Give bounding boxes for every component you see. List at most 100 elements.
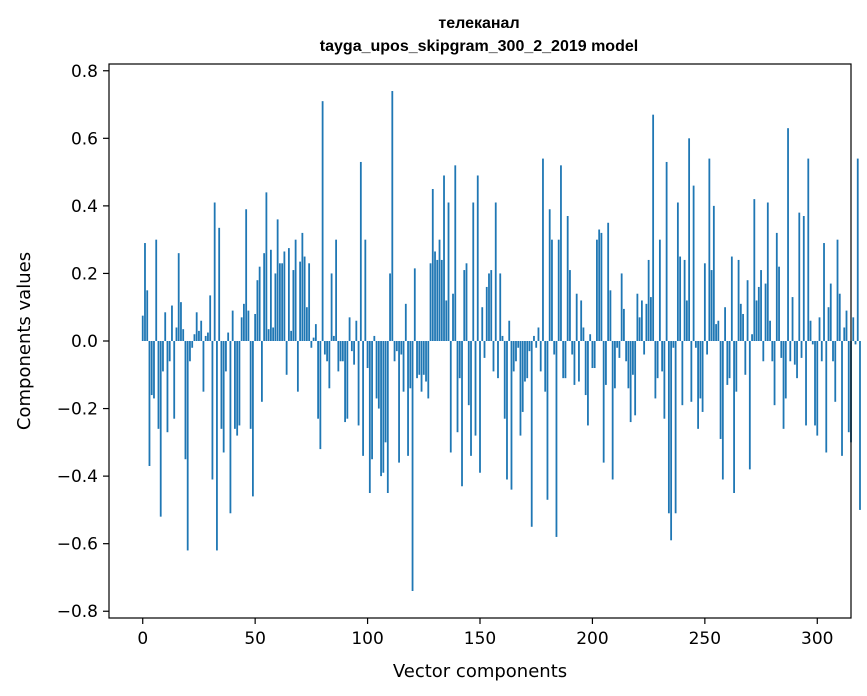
bar-230 [658, 239, 661, 341]
bar-67 [292, 270, 295, 341]
bar-38 [227, 332, 230, 341]
bar-139 [454, 165, 457, 341]
y-tick-label: 0.2 [71, 264, 98, 284]
bar-2 [146, 290, 149, 341]
bar-295 [805, 341, 807, 426]
bar-47 [247, 310, 250, 341]
bar-90 [344, 341, 346, 423]
bar-307 [832, 341, 834, 362]
bar-305 [827, 307, 830, 341]
bar-290 [793, 341, 796, 365]
bar-279 [769, 320, 771, 341]
bar-168 [519, 341, 522, 436]
bar-66 [290, 330, 293, 341]
bar-131 [436, 259, 439, 341]
bar-21 [189, 341, 191, 362]
bar-26 [200, 320, 203, 341]
bar-267 [742, 313, 744, 341]
bar-103 [373, 335, 376, 341]
bar-117 [404, 303, 407, 341]
bar-191 [571, 341, 574, 355]
bar-242 [685, 300, 688, 341]
bar-170 [524, 341, 526, 382]
bar-107 [382, 341, 385, 473]
bar-275 [760, 270, 762, 341]
bar-182 [551, 239, 553, 341]
bar-50 [254, 313, 257, 341]
bar-96 [357, 341, 360, 426]
bar-262 [730, 256, 733, 341]
bar-53 [261, 341, 263, 402]
chart-title: телеканал [438, 15, 519, 32]
bar-39 [229, 341, 232, 514]
y-axis-label: Components values [14, 252, 35, 430]
bar-202 [596, 239, 598, 341]
bar-59 [274, 273, 277, 341]
bar-163 [508, 320, 511, 341]
bar-259 [724, 307, 726, 341]
bar-253 [710, 270, 713, 341]
bar-99 [364, 239, 367, 341]
bar-61 [278, 263, 281, 341]
bar-127 [427, 341, 430, 399]
bar-162 [506, 341, 508, 480]
bar-299 [814, 341, 816, 426]
bar-278 [766, 202, 769, 341]
bar-243 [688, 138, 691, 341]
bar-150 [479, 341, 481, 473]
bar-233 [665, 161, 668, 341]
bar-183 [553, 341, 556, 355]
bar-252 [708, 158, 711, 341]
bar-106 [380, 341, 382, 477]
bar-147 [472, 202, 475, 341]
bar-268 [744, 341, 747, 375]
bar-81 [323, 341, 326, 355]
bar-5 [153, 341, 155, 399]
bar-291 [796, 341, 798, 379]
bar-261 [728, 341, 731, 379]
bar-83 [328, 341, 331, 389]
bar-310 [838, 293, 841, 341]
bar-201 [593, 341, 596, 369]
bar-120 [411, 341, 414, 591]
bar-190 [569, 270, 571, 341]
y-tick-label: −0.8 [57, 602, 98, 622]
bar-119 [409, 341, 412, 389]
y-tick-label: −0.6 [57, 535, 98, 555]
bar-148 [474, 341, 477, 436]
bar-187 [562, 341, 565, 379]
bar-8 [159, 341, 162, 517]
bar-72 [303, 256, 306, 341]
bar-30 [209, 295, 212, 341]
bar-31 [211, 341, 214, 480]
bar-126 [425, 341, 427, 382]
bar-138 [452, 293, 454, 341]
bar-146 [470, 341, 472, 456]
bar-171 [526, 341, 529, 379]
bar-281 [773, 341, 776, 406]
bar-280 [771, 341, 774, 362]
bar-181 [548, 209, 551, 341]
bar-9 [162, 341, 164, 372]
bar-1 [144, 243, 146, 341]
bar-23 [193, 334, 196, 341]
bar-108 [384, 341, 387, 443]
bar-4 [150, 341, 153, 396]
bar-184 [555, 341, 558, 537]
bar-189 [566, 216, 569, 341]
bar-218 [632, 341, 634, 375]
bar-89 [341, 341, 344, 362]
bar-213 [620, 273, 623, 341]
bar-286 [784, 341, 787, 399]
bar-301 [818, 317, 821, 341]
bar-100 [366, 341, 369, 369]
bar-209 [611, 341, 614, 480]
bar-25 [198, 330, 200, 341]
bar-232 [663, 341, 666, 419]
bar-165 [512, 341, 515, 372]
bar-229 [656, 341, 659, 379]
bar-224 [645, 303, 648, 341]
bar-42 [236, 341, 239, 436]
bar-222 [640, 300, 643, 341]
